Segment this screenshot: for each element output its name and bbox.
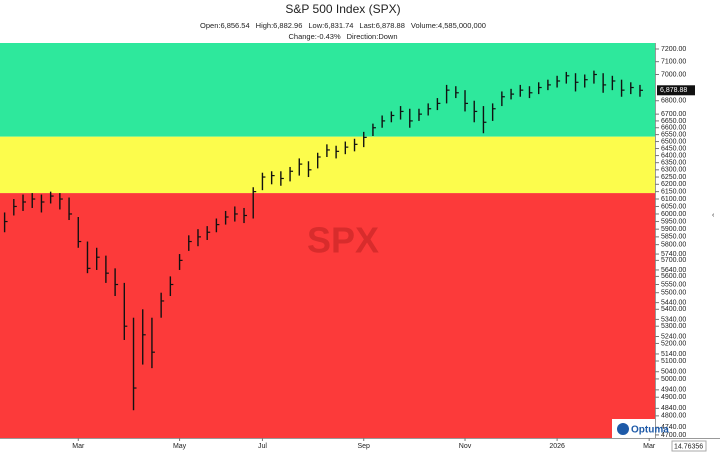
y-tick-label: 6150.00 bbox=[661, 188, 686, 195]
watermark: SPX bbox=[307, 220, 379, 261]
y-tick-label: 7100.00 bbox=[661, 59, 686, 66]
header-value: -0.43% bbox=[317, 32, 341, 41]
y-tick-label: 6500.00 bbox=[661, 138, 686, 145]
y-tick-label: 4800.00 bbox=[661, 413, 686, 420]
footer-value: 14.76356 bbox=[674, 443, 703, 450]
y-tick-label: 6400.00 bbox=[661, 152, 686, 159]
y-tick-label: 5300.00 bbox=[661, 323, 686, 330]
header-label: Low: bbox=[308, 21, 324, 30]
x-tick-label: Mar bbox=[643, 443, 656, 450]
header-label: High: bbox=[256, 21, 274, 30]
header-value: 6,831.74 bbox=[324, 21, 353, 30]
header-label: Direction: bbox=[347, 32, 379, 41]
header: Open:6,856.54 High:6,882.96 Low:6,831.74 La… bbox=[200, 21, 486, 41]
y-tick-label: 5140.00 bbox=[661, 351, 686, 358]
brand-icon bbox=[617, 423, 629, 435]
zone bbox=[0, 43, 655, 137]
footer-box bbox=[671, 440, 707, 452]
x-tick-label: May bbox=[173, 443, 187, 450]
y-tick-label: 6800.00 bbox=[661, 98, 686, 105]
header-label: Last: bbox=[359, 21, 375, 30]
scroll-arrow[interactable]: ‹ bbox=[712, 212, 715, 219]
y-tick-label: 6200.00 bbox=[661, 181, 686, 188]
y-tick-label: 6350.00 bbox=[661, 160, 686, 167]
y-tick-label: 6250.00 bbox=[661, 174, 686, 181]
y-tick-label: 6700.00 bbox=[661, 111, 686, 118]
y-tick-label: 5850.00 bbox=[661, 234, 686, 241]
last-price-label: 6,878.88 bbox=[660, 87, 687, 94]
y-tick-label: 6300.00 bbox=[661, 167, 686, 174]
y-tick-label: 5600.00 bbox=[661, 273, 686, 280]
zone bbox=[0, 193, 655, 438]
y-tick-label: 6600.00 bbox=[661, 125, 686, 132]
y-tick-label: 6100.00 bbox=[661, 196, 686, 203]
header-value: 6,856.54 bbox=[220, 21, 249, 30]
y-tick-label: 7200.00 bbox=[661, 46, 686, 53]
zones bbox=[0, 43, 655, 438]
axis-panel bbox=[655, 43, 720, 438]
y-tick-label: 5700.00 bbox=[661, 257, 686, 264]
y-tick-label: 4740.00 bbox=[661, 424, 686, 431]
y-tick-label: 5500.00 bbox=[661, 290, 686, 297]
y-tick-label: 6550.00 bbox=[661, 131, 686, 138]
header-value: 6,882.96 bbox=[273, 21, 302, 30]
y-tick-label: 6650.00 bbox=[661, 118, 686, 125]
y-tick-label: 5200.00 bbox=[661, 340, 686, 347]
x-tick-label: Jul bbox=[258, 443, 267, 450]
plot: SPX7200.007100.007000.006800.006700.0066… bbox=[3, 46, 695, 450]
x-tick-label: Nov bbox=[459, 443, 472, 450]
y-tick-label: 7000.00 bbox=[661, 71, 686, 78]
header-label: Volume: bbox=[411, 21, 438, 30]
y-tick-label: 5740.00 bbox=[661, 251, 686, 258]
y-tick-label: 6000.00 bbox=[661, 211, 686, 218]
header-line: Change:-0.43% Direction:Down bbox=[289, 32, 398, 41]
y-tick-label: 4940.00 bbox=[661, 387, 686, 394]
header-line: Open:6,856.54 High:6,882.96 Low:6,831.74 La… bbox=[200, 21, 486, 30]
y-tick-label: 5640.00 bbox=[661, 267, 686, 274]
brand: Optuma bbox=[631, 425, 669, 436]
y-tick-label: 5800.00 bbox=[661, 241, 686, 248]
header-value: 4,585,000,000 bbox=[438, 21, 486, 30]
y-tick-label: 5550.00 bbox=[661, 281, 686, 288]
y-tick-label: 5000.00 bbox=[661, 376, 686, 383]
y-tick-label: 6450.00 bbox=[661, 145, 686, 152]
x-tick-label: Mar bbox=[72, 443, 85, 450]
header-label: Change: bbox=[289, 32, 317, 41]
y-tick-label: 5340.00 bbox=[661, 316, 686, 323]
x-tick-label: Sep bbox=[357, 443, 370, 450]
y-tick-label: 5240.00 bbox=[661, 333, 686, 340]
x-tick-label: 2026 bbox=[549, 443, 565, 450]
y-tick-label: 5440.00 bbox=[661, 299, 686, 306]
y-tick-label: 5900.00 bbox=[661, 226, 686, 233]
y-tick-label: 5040.00 bbox=[661, 369, 686, 376]
y-tick-label: 4900.00 bbox=[661, 394, 686, 401]
header-label: Open: bbox=[200, 21, 220, 30]
chart-title: S&P 500 Index (SPX) bbox=[285, 2, 400, 16]
header-value: 6,878.88 bbox=[376, 21, 405, 30]
header-value: Down bbox=[378, 32, 397, 41]
y-tick-label: 4840.00 bbox=[661, 405, 686, 412]
y-tick-label: 5100.00 bbox=[661, 358, 686, 365]
y-tick-label: 5400.00 bbox=[661, 306, 686, 313]
y-tick-label: 6050.00 bbox=[661, 203, 686, 210]
last-price-box bbox=[657, 85, 695, 96]
y-tick-label: 4700.00 bbox=[661, 432, 686, 439]
y-tick-label: 5950.00 bbox=[661, 218, 686, 225]
